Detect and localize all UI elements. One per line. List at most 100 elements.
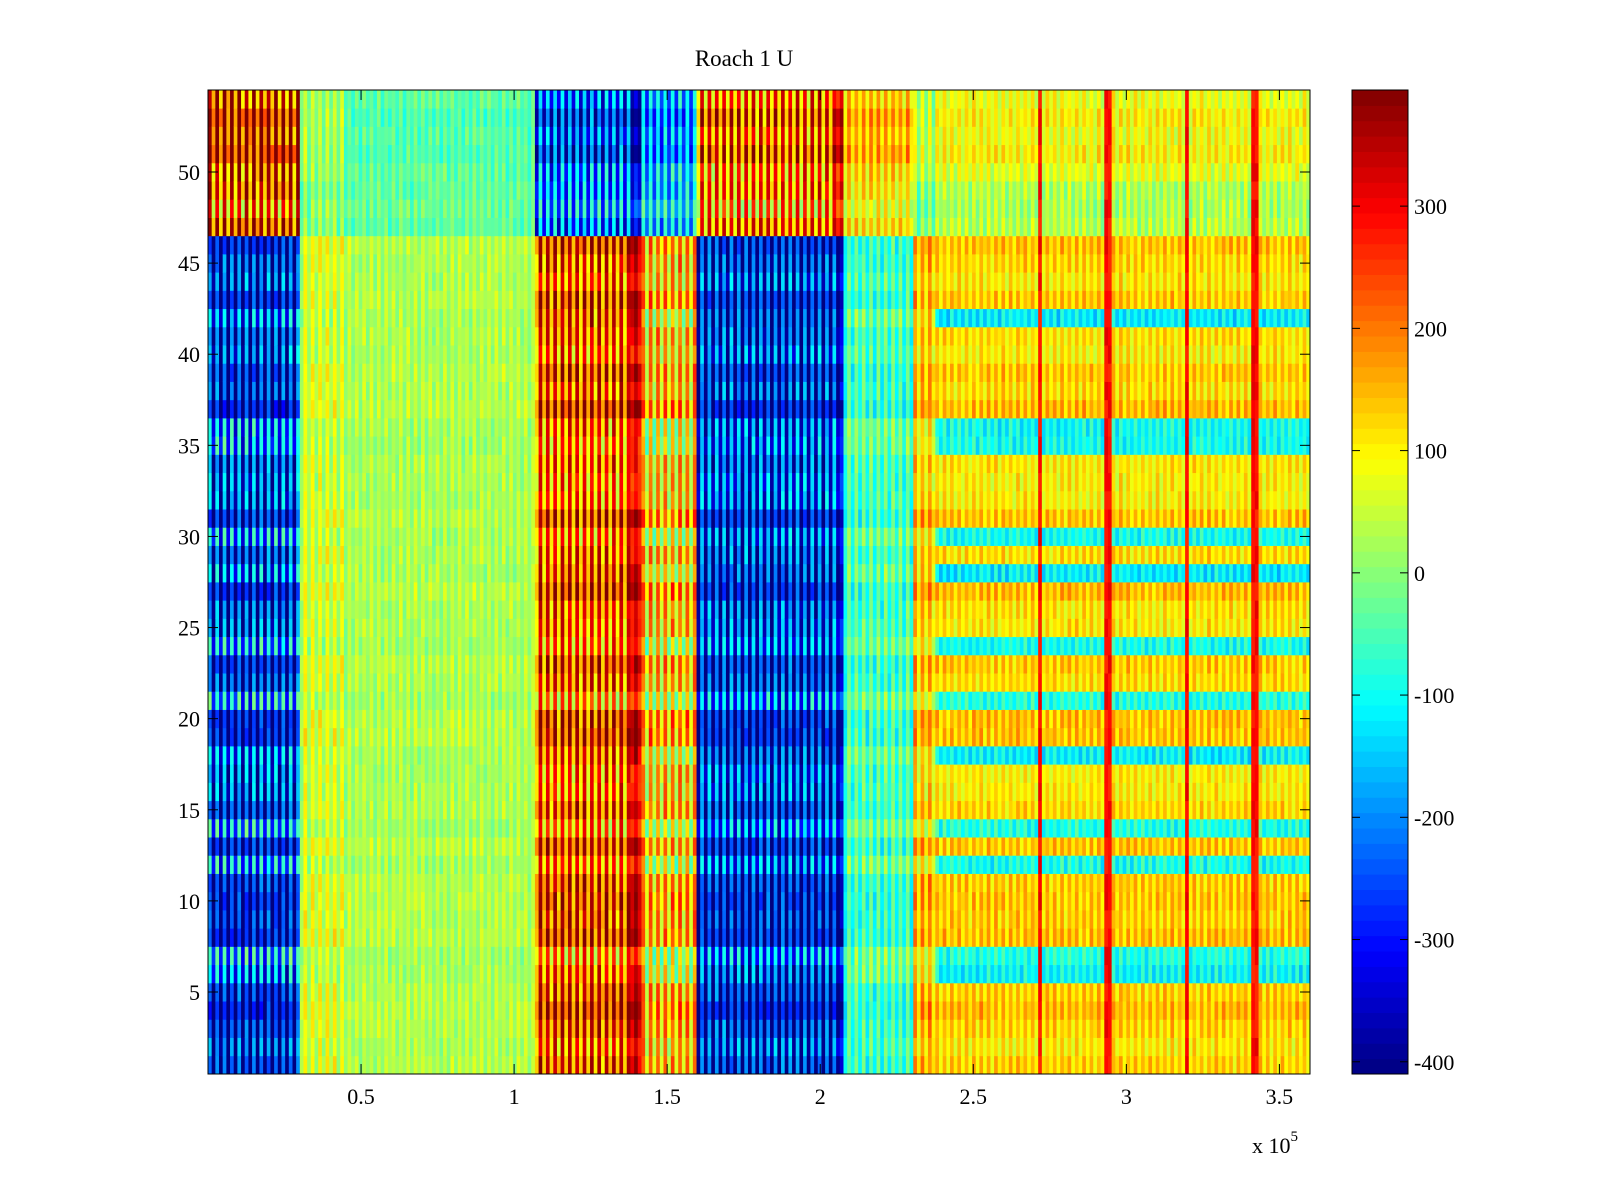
- heatmap-cell: [432, 800, 437, 820]
- heatmap-cell: [351, 654, 356, 674]
- heatmap-cell: [435, 509, 440, 528]
- heatmap-cell: [354, 891, 359, 911]
- heatmap-cell: [274, 709, 279, 729]
- heatmap-cell: [531, 746, 536, 765]
- heatmap-cell: [208, 126, 213, 146]
- heatmap-cell: [395, 727, 400, 747]
- heatmap-cell: [421, 618, 426, 638]
- heatmap-cell: [512, 108, 517, 127]
- heatmap-cell: [296, 800, 301, 820]
- heatmap-cell: [523, 727, 528, 747]
- heatmap-cell: [343, 563, 348, 583]
- heatmap-cell: [373, 399, 378, 419]
- heatmap-cell: [281, 654, 286, 674]
- heatmap-cell: [358, 381, 363, 401]
- heatmap-cell: [472, 363, 477, 382]
- heatmap-cell: [233, 582, 238, 601]
- heatmap-cell: [509, 545, 514, 565]
- heatmap-cell: [365, 436, 371, 455]
- heatmap-cell: [285, 654, 290, 674]
- heatmap-cell: [354, 199, 359, 218]
- heatmap-cell: [277, 837, 282, 856]
- heatmap-cell: [457, 982, 462, 1002]
- heatmap-cell: [465, 326, 470, 346]
- heatmap-cell: [274, 1037, 279, 1057]
- heatmap-cell: [270, 563, 275, 583]
- heatmap-cell: [523, 1001, 528, 1020]
- heatmap-cell: [531, 162, 536, 182]
- heatmap-cell: [413, 527, 418, 546]
- heatmap-cell: [465, 490, 470, 510]
- heatmap-cell: [380, 1055, 385, 1075]
- heatmap-cell: [428, 90, 433, 109]
- heatmap-cell: [285, 928, 290, 947]
- heatmap-cell: [325, 399, 330, 419]
- heatmap-cell: [395, 1001, 400, 1020]
- heatmap-cell: [512, 254, 517, 273]
- heatmap-cell: [318, 308, 323, 328]
- heatmap-cell: [369, 399, 374, 419]
- heatmap-cell: [358, 235, 363, 255]
- heatmap-cell: [226, 1001, 231, 1020]
- heatmap-cell: [531, 837, 536, 856]
- heatmap-cell: [505, 910, 510, 929]
- heatmap-cell: [531, 272, 536, 291]
- heatmap-cell: [281, 691, 286, 710]
- heatmap-cell: [325, 746, 330, 765]
- heatmap-cell: [358, 436, 363, 455]
- heatmap-cell: [310, 527, 315, 546]
- heatmap-cell: [402, 837, 407, 856]
- heatmap-cell: [321, 217, 326, 237]
- heatmap-cell: [318, 454, 323, 474]
- heatmap-cell: [307, 782, 312, 802]
- heatmap-cell: [512, 673, 517, 692]
- heatmap-cell: [274, 636, 279, 656]
- heatmap-cell: [468, 891, 473, 911]
- heatmap-cell: [454, 308, 459, 328]
- heatmap-cell: [277, 90, 282, 109]
- heatmap-cell: [435, 1037, 440, 1057]
- heatmap-cell: [428, 272, 433, 291]
- heatmap-cell: [384, 345, 389, 364]
- heatmap-cell: [417, 436, 422, 455]
- heatmap-cell: [531, 563, 536, 583]
- heatmap-cell: [417, 691, 422, 710]
- heatmap-cell: [292, 363, 297, 382]
- heatmap-cell: [498, 946, 503, 966]
- heatmap-cell: [281, 290, 286, 310]
- heatmap-cell: [490, 818, 495, 838]
- heatmap-cell: [384, 545, 389, 565]
- heatmap-cell: [520, 90, 525, 109]
- heatmap-cell: [314, 290, 319, 310]
- heatmap-cell: [325, 454, 330, 474]
- heatmap-cell: [498, 873, 503, 893]
- heatmap-cell: [248, 910, 253, 929]
- heatmap-cell: [399, 654, 404, 674]
- heatmap-cell: [520, 582, 525, 601]
- heatmap-cell: [527, 673, 532, 692]
- heatmap-cell: [237, 144, 242, 164]
- heatmap-cell: [263, 1055, 268, 1075]
- heatmap-cell: [428, 399, 433, 419]
- heatmap-cell: [509, 928, 514, 947]
- heatmap-cell: [332, 181, 337, 200]
- heatmap-cell: [215, 964, 220, 984]
- heatmap-cell: [373, 764, 378, 783]
- heatmap-cell: [413, 436, 418, 455]
- heatmap-cell: [538, 654, 543, 674]
- heatmap-cell: [321, 363, 326, 382]
- heatmap-cell: [516, 1055, 521, 1075]
- heatmap-cell: [270, 928, 275, 947]
- heatmap-cell: [479, 235, 484, 255]
- heatmap-cell: [498, 982, 503, 1002]
- heatmap-cell: [402, 910, 407, 929]
- heatmap-cell: [211, 964, 216, 984]
- heatmap-cell: [211, 928, 216, 947]
- heatmap-cell: [351, 308, 356, 328]
- heatmap-cell: [347, 654, 352, 674]
- heatmap-cell: [376, 399, 382, 419]
- heatmap-cell: [222, 928, 227, 947]
- heatmap-cell: [211, 873, 216, 893]
- heatmap-cell: [457, 837, 462, 856]
- heatmap-cell: [362, 472, 367, 492]
